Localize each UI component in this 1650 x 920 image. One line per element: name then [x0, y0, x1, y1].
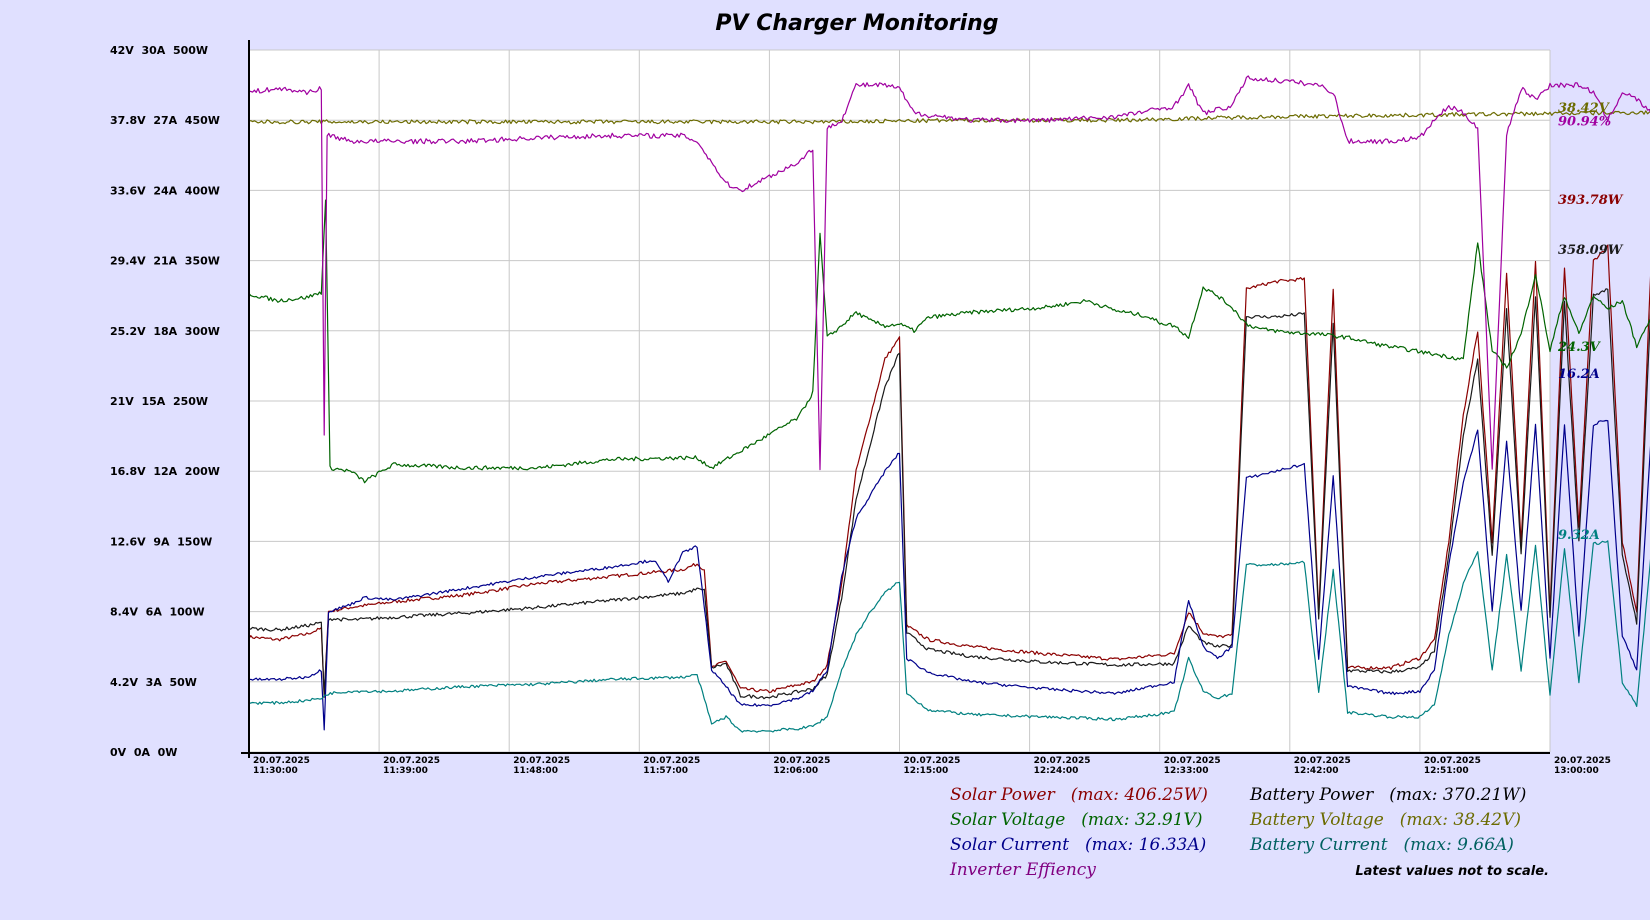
series-line-solar-voltage — [248, 199, 1650, 484]
x-tick-date: 20.07.2025 — [773, 756, 830, 766]
end-label-solar-power: 393.78W — [1558, 193, 1624, 208]
end-label-battery-current: 9.32A — [1558, 528, 1600, 543]
x-tick-time: 11:39:00 — [383, 766, 428, 776]
x-tick-time: 11:30:00 — [253, 766, 298, 776]
series-line-inverter-effiency — [248, 75, 1650, 471]
legend-entry: Battery Voltage (max: 38.42V) — [1249, 810, 1521, 830]
legend-max: (max: 38.42V) — [1400, 810, 1521, 830]
legend: Solar Power (max: 406.25W) Battery Power (m… — [949, 785, 1526, 880]
y-tick-label: 12.6V 9A 150W — [110, 535, 212, 548]
x-tick-labels: 20.07.202511:30:0020.07.202511:39:0020.0… — [253, 756, 1611, 776]
y-tick-label: 33.6V 24A 400W — [110, 184, 220, 197]
legend-label: Solar Current — [950, 835, 1069, 855]
series-line-battery-current — [248, 540, 1650, 733]
x-tick-date: 20.07.2025 — [1294, 756, 1351, 766]
series-line-battery-power — [248, 288, 1650, 700]
x-tick-time: 12:33:00 — [1164, 766, 1209, 776]
x-tick-time: 12:06:00 — [773, 766, 818, 776]
x-tick-date: 20.07.2025 — [513, 756, 570, 766]
y-tick-label: 37.8V 27A 450W — [110, 114, 220, 127]
x-tick-time: 12:24:00 — [1034, 766, 1079, 776]
x-tick-date: 20.07.2025 — [1424, 756, 1481, 766]
legend-entry: Solar Power (max: 406.25W) — [950, 785, 1208, 805]
x-tick-date: 20.07.2025 — [253, 756, 310, 766]
y-tick-label: 16.8V 12A 200W — [110, 465, 220, 478]
x-tick-time: 11:57:00 — [643, 766, 688, 776]
series-line-battery-voltage — [248, 110, 1650, 125]
y-tick-label: 25.2V 18A 300W — [110, 325, 220, 338]
legend-max: (max: 16.33A) — [1085, 835, 1206, 855]
x-tick-time: 12:42:00 — [1294, 766, 1339, 776]
y-tick-label: 4.2V 3A 50W — [110, 676, 197, 689]
y-tick-label: 0V 0A 0W — [110, 746, 177, 759]
legend-label: Battery Power — [1249, 785, 1374, 805]
y-tick-label: 42V 30A 500W — [110, 44, 208, 57]
series-line-solar-power — [248, 244, 1650, 698]
chart-title: PV Charger Monitoring — [715, 11, 998, 36]
y-tick-label: 29.4V 21A 350W — [110, 255, 220, 268]
axes — [241, 40, 1550, 758]
end-label-solar-current: 16.2A — [1558, 367, 1600, 382]
legend-max: (max: 370.21W) — [1389, 785, 1526, 805]
legend-label: Battery Voltage — [1249, 810, 1384, 830]
legend-entry: Solar Voltage (max: 32.91V) — [950, 810, 1202, 830]
end-label-solar-voltage: 24.3V — [1557, 340, 1602, 355]
scale-note: Latest values not to scale. — [1355, 864, 1549, 879]
legend-entry: Battery Power (max: 370.21W) — [1249, 785, 1526, 805]
x-tick-date: 20.07.2025 — [1164, 756, 1221, 766]
legend-max: (max: 9.66A) — [1404, 835, 1514, 855]
series-lines — [248, 75, 1650, 733]
x-tick-time: 11:48:00 — [513, 766, 558, 776]
legend-entry: Inverter Effiency — [949, 860, 1096, 880]
x-tick-time: 12:51:00 — [1424, 766, 1469, 776]
legend-label: Solar Voltage — [950, 810, 1065, 830]
legend-max: (max: 32.91V) — [1081, 810, 1202, 830]
x-tick-time: 12:15:00 — [904, 766, 949, 776]
legend-label: Battery Current — [1249, 835, 1388, 855]
legend-label: Inverter Effiency — [949, 860, 1096, 880]
legend-max: (max: 406.25W) — [1071, 785, 1208, 805]
latest-value-labels: 393.78W 358.09W 24.3V 38.42V 16.2A 9.32A 90.94… — [1557, 101, 1624, 543]
end-label-battery-power: 358.09W — [1558, 243, 1624, 258]
y-tick-labels: 0V 0A 0W 4.2V 3A 50W 8.4V 6A 100W 12.6V 9A … — [110, 44, 220, 759]
x-tick-time: 13:00:00 — [1554, 766, 1599, 776]
x-tick-date: 20.07.2025 — [1034, 756, 1091, 766]
end-label-battery-voltage: 38.42V — [1558, 101, 1611, 116]
y-tick-label: 8.4V 6A 100W — [110, 606, 205, 619]
y-tick-label: 21V 15A 250W — [110, 395, 208, 408]
x-tick-date: 20.07.2025 — [643, 756, 700, 766]
legend-entry: Solar Current (max: 16.33A) — [950, 835, 1206, 855]
x-tick-date: 20.07.2025 — [1554, 756, 1611, 766]
series-line-solar-current — [248, 419, 1650, 731]
x-tick-date: 20.07.2025 — [383, 756, 440, 766]
x-tick-date: 20.07.2025 — [904, 756, 961, 766]
legend-entry: Battery Current (max: 9.66A) — [1249, 835, 1514, 855]
legend-label: Solar Power — [950, 785, 1056, 805]
end-label-inverter-effiency: 90.94% — [1558, 115, 1611, 130]
